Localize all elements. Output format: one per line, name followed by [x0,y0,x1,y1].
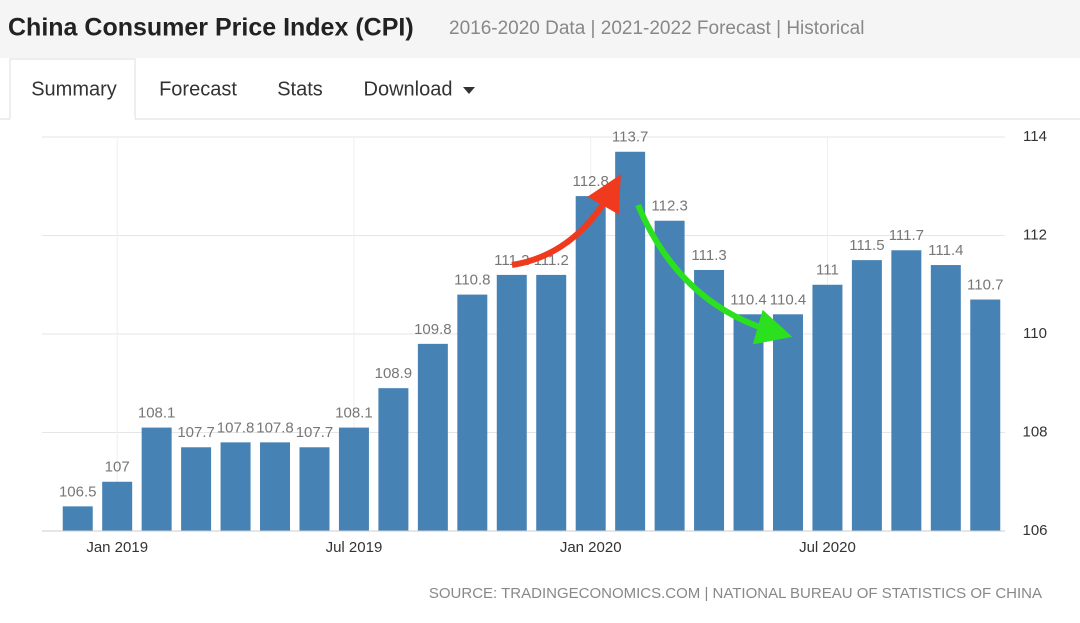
value-label: 107.7 [177,424,215,441]
value-label: 109.8 [414,321,452,338]
bar [62,506,93,531]
value-label: 112.3 [651,198,687,215]
down-arrow [635,203,793,345]
up-arrow [511,174,621,268]
value-label: 106.5 [59,483,97,500]
bar [654,220,685,531]
y-tick-label: 106 [1022,522,1047,539]
bar [772,314,803,531]
tab-gap [10,118,135,121]
bar [812,284,843,531]
tab[interactable]: Summary [31,78,117,100]
tab[interactable]: Stats [277,78,323,100]
value-label: 107 [105,459,130,476]
value-label: 110.4 [730,291,766,308]
bar [694,269,725,531]
bar [220,442,251,531]
bar [851,260,882,531]
subtitle: 2016-2020 Data | 2021-2022 Forecast | Hi… [449,18,864,39]
value-label: 113.7 [612,129,648,146]
x-tick-label: Jan 2019 [86,539,148,556]
bar [536,274,567,531]
y-tick-label: 108 [1022,423,1047,440]
bar [891,250,922,531]
bar [496,274,527,531]
value-label: 111 [816,262,839,279]
bar [457,294,488,531]
tab[interactable]: Forecast [159,78,237,100]
value-label: 110.7 [967,276,1003,293]
bar [260,442,291,531]
bar [930,265,961,531]
y-tick-label: 112 [1023,226,1047,243]
source: SOURCE: TRADINGECONOMICS.COM | NATIONAL … [429,585,1042,602]
y-tick-label: 114 [1023,128,1047,145]
bar [102,481,133,531]
chart: 106 108 110 112 114 Jan 2019 Jul 2019 Jan 2020 J… [42,128,1048,556]
tab[interactable]: Download [364,78,453,100]
value-label: 108.1 [138,405,176,422]
bar [575,196,606,531]
bar [338,427,369,531]
x-tick-label: Jul 2020 [799,539,856,556]
value-label: 112.8 [572,173,608,190]
header-bg [0,0,1080,58]
value-label: 111.4 [928,242,963,259]
x-tick-label: Jul 2019 [326,539,383,556]
title: China Consumer Price Index (CPI) [8,14,414,42]
value-label: 111.5 [849,237,884,254]
value-label: 110.4 [770,291,806,308]
bar [141,427,172,531]
bar [733,314,764,531]
x-tick-label: Jan 2020 [560,539,622,556]
value-label: 107.7 [296,424,334,441]
value-label: 111.3 [691,247,726,264]
y-tick-label: 110 [1023,325,1047,342]
dropdown-caret [463,87,475,94]
value-label: 110.8 [454,272,490,289]
value-label: 107.8 [217,419,255,436]
bar [378,388,409,531]
bar [970,299,1001,531]
value-label: 107.8 [256,419,294,436]
value-label: 108.1 [335,405,373,422]
bar [181,447,212,531]
value-label: 111.7 [889,227,924,244]
bar [299,447,330,531]
bar [417,343,448,531]
tab-active[interactable] [9,58,136,121]
value-label: 108.9 [375,365,413,382]
